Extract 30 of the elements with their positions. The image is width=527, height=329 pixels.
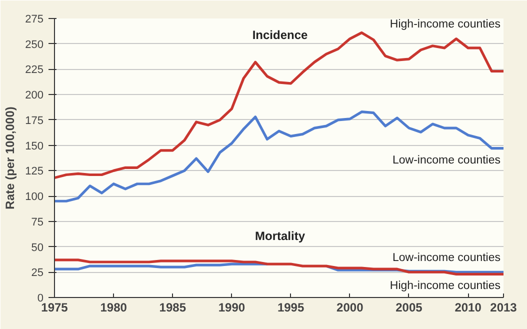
annotation: Incidence bbox=[252, 28, 308, 42]
x-tick-label: 2010 bbox=[454, 300, 482, 314]
x-tick-label: 1980 bbox=[100, 300, 128, 314]
x-tick-label: 2013 bbox=[490, 300, 518, 314]
y-tick-label: 250 bbox=[25, 38, 44, 51]
series-label: High-income counties bbox=[390, 18, 501, 31]
y-tick-label: 200 bbox=[25, 90, 44, 102]
y-tick-label: 150 bbox=[25, 140, 44, 152]
y-axis-title: Rate (per 100,000) bbox=[3, 106, 18, 210]
y-tick-label: 175 bbox=[25, 114, 44, 127]
y-tick-label: 25 bbox=[31, 267, 44, 280]
series-label: High-income counties bbox=[390, 280, 501, 292]
x-tick-label: 2000 bbox=[336, 300, 364, 314]
y-tick-label: 125 bbox=[25, 166, 44, 178]
annotation: Mortality bbox=[255, 229, 306, 244]
x-tick-label: 1995 bbox=[277, 300, 304, 314]
x-tick-label: 1985 bbox=[159, 300, 186, 314]
line-series bbox=[54, 110, 504, 202]
x-tick-label: 1990 bbox=[218, 300, 246, 314]
x-tick-label: 1975 bbox=[41, 300, 68, 314]
y-tick-label: 75 bbox=[31, 216, 44, 228]
y-tick-label: 100 bbox=[25, 191, 44, 204]
y-tick-label: 275 bbox=[25, 14, 44, 26]
x-tick-label: 2005 bbox=[396, 300, 423, 314]
y-tick-label: 50 bbox=[31, 242, 44, 254]
y-tick-label: 225 bbox=[25, 64, 44, 76]
series-label: Low-income counties bbox=[392, 252, 501, 264]
series-label: Low-income counties bbox=[392, 154, 501, 166]
line-series bbox=[54, 31, 504, 180]
y-tick-label: 0 bbox=[37, 292, 44, 304]
